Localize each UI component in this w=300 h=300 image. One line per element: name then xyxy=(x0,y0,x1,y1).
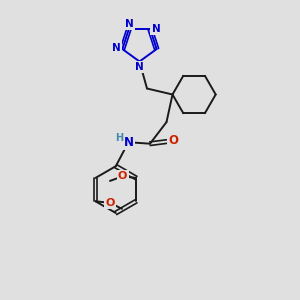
Text: H: H xyxy=(115,133,124,143)
Text: N: N xyxy=(135,62,144,72)
Text: O: O xyxy=(118,171,127,182)
Text: N: N xyxy=(112,43,121,52)
Text: O: O xyxy=(105,198,115,208)
Text: O: O xyxy=(168,134,178,147)
Text: N: N xyxy=(123,136,134,149)
Text: N: N xyxy=(124,19,133,28)
Text: N: N xyxy=(152,24,161,34)
